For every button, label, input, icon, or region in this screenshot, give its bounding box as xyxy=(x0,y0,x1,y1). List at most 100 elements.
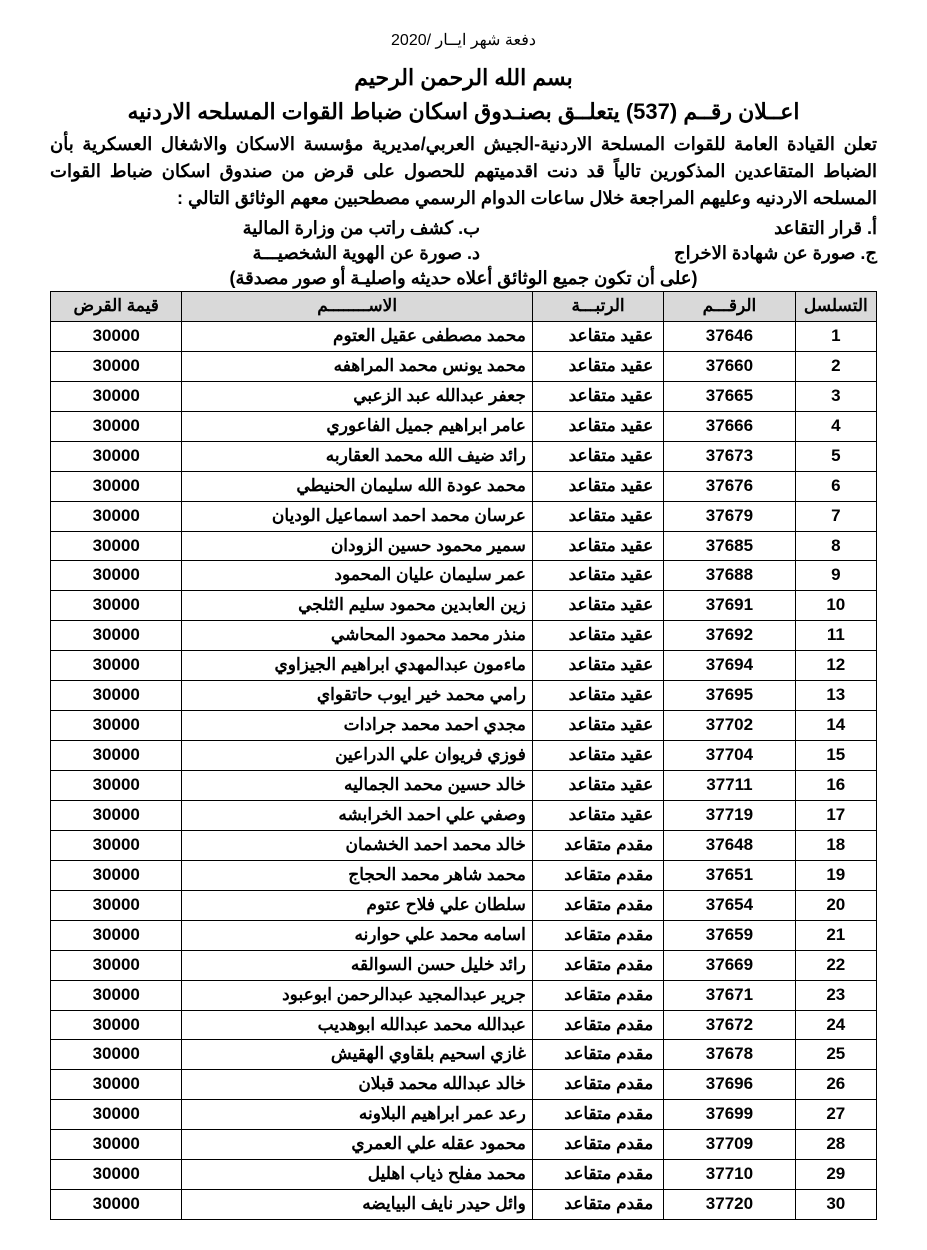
cell-num: 37669 xyxy=(664,950,795,980)
cell-name: غازي اسحيم بلقاوي الهقيش xyxy=(182,1040,532,1070)
cell-loan: 30000 xyxy=(51,411,182,441)
cell-rank: عقيد متقاعد xyxy=(532,411,663,441)
cell-seq: 13 xyxy=(795,681,876,711)
doc-d: د. صورة عن الهوية الشخصيـــة xyxy=(50,243,480,264)
cell-rank: عقيد متقاعد xyxy=(532,591,663,621)
table-row: 2137659مقدم متقاعداسامه محمد علي حوارنه3… xyxy=(51,920,877,950)
table-row: 1837648مقدم متقاعدخالد محمد احمد الخشمان… xyxy=(51,830,877,860)
cell-num: 37685 xyxy=(664,531,795,561)
cell-seq: 21 xyxy=(795,920,876,950)
col-loan-header: قيمة القرض xyxy=(51,292,182,322)
cell-seq: 17 xyxy=(795,800,876,830)
cell-num: 37651 xyxy=(664,860,795,890)
cell-loan: 30000 xyxy=(51,800,182,830)
cell-name: محمد مفلح ذياب اهليل xyxy=(182,1160,532,1190)
cell-num: 37660 xyxy=(664,351,795,381)
cell-rank: عقيد متقاعد xyxy=(532,651,663,681)
cell-seq: 28 xyxy=(795,1130,876,1160)
table-row: 537673عقيد متقاعدرائد ضيف الله محمد العق… xyxy=(51,441,877,471)
cell-seq: 9 xyxy=(795,561,876,591)
cell-rank: مقدم متقاعد xyxy=(532,1160,663,1190)
cell-name: عبدالله محمد عبدالله ابوهديب xyxy=(182,1010,532,1040)
cell-num: 37719 xyxy=(664,800,795,830)
col-rank-header: الرتبـــة xyxy=(532,292,663,322)
cell-loan: 30000 xyxy=(51,1160,182,1190)
cell-num: 37694 xyxy=(664,651,795,681)
cell-rank: مقدم متقاعد xyxy=(532,1100,663,1130)
cell-seq: 22 xyxy=(795,950,876,980)
cell-loan: 30000 xyxy=(51,621,182,651)
table-row: 1337695عقيد متقاعدرامي محمد خير ايوب حات… xyxy=(51,681,877,711)
cell-seq: 14 xyxy=(795,711,876,741)
cell-seq: 18 xyxy=(795,830,876,860)
table-row: 1437702عقيد متقاعدمجدي احمد محمد جرادات3… xyxy=(51,711,877,741)
cell-name: محمد عودة الله سليمان الحنيطي xyxy=(182,471,532,501)
cell-name: محمد شاهر محمد الحجاج xyxy=(182,860,532,890)
cell-loan: 30000 xyxy=(51,1010,182,1040)
cell-seq: 15 xyxy=(795,741,876,771)
doc-b: ب. كشف راتب من وزارة المالية xyxy=(50,218,480,239)
cell-rank: مقدم متقاعد xyxy=(532,980,663,1010)
cell-rank: مقدم متقاعد xyxy=(532,920,663,950)
cell-loan: 30000 xyxy=(51,950,182,980)
cell-seq: 30 xyxy=(795,1190,876,1220)
table-row: 2537678مقدم متقاعدغازي اسحيم بلقاوي الهق… xyxy=(51,1040,877,1070)
cell-name: محمود عقله علي العمري xyxy=(182,1130,532,1160)
table-row: 337665عقيد متقاعدجعفر عبدالله عبد الزعبي… xyxy=(51,381,877,411)
cell-seq: 19 xyxy=(795,860,876,890)
cell-rank: عقيد متقاعد xyxy=(532,471,663,501)
cell-seq: 16 xyxy=(795,771,876,801)
cell-name: خالد عبدالله محمد قبلان xyxy=(182,1070,532,1100)
cell-rank: عقيد متقاعد xyxy=(532,321,663,351)
cell-rank: عقيد متقاعد xyxy=(532,381,663,411)
cell-num: 37710 xyxy=(664,1160,795,1190)
table-row: 1937651مقدم متقاعدمحمد شاهر محمد الحجاج3… xyxy=(51,860,877,890)
cell-num: 37688 xyxy=(664,561,795,591)
table-row: 2637696مقدم متقاعدخالد عبدالله محمد قبلا… xyxy=(51,1070,877,1100)
cell-loan: 30000 xyxy=(51,321,182,351)
cell-name: رامي محمد خير ايوب حاتقواي xyxy=(182,681,532,711)
cell-name: زين العابدين محمود سليم الثلجي xyxy=(182,591,532,621)
cell-rank: مقدم متقاعد xyxy=(532,890,663,920)
cell-rank: مقدم متقاعد xyxy=(532,1040,663,1070)
cell-rank: عقيد متقاعد xyxy=(532,621,663,651)
cell-name: خالد حسين محمد الجماليه xyxy=(182,771,532,801)
cell-loan: 30000 xyxy=(51,471,182,501)
cell-name: محمد يونس محمد المراهفه xyxy=(182,351,532,381)
cell-loan: 30000 xyxy=(51,920,182,950)
cell-loan: 30000 xyxy=(51,681,182,711)
cell-loan: 30000 xyxy=(51,561,182,591)
cell-name: رائد ضيف الله محمد العقاربه xyxy=(182,441,532,471)
cell-loan: 30000 xyxy=(51,830,182,860)
cell-num: 37666 xyxy=(664,411,795,441)
cell-loan: 30000 xyxy=(51,771,182,801)
cell-rank: مقدم متقاعد xyxy=(532,1190,663,1220)
table-row: 237660عقيد متقاعدمحمد يونس محمد المراهفه… xyxy=(51,351,877,381)
cell-name: ماءمون عبدالمهدي ابراهيم الجيزاوي xyxy=(182,651,532,681)
cell-rank: عقيد متقاعد xyxy=(532,561,663,591)
cell-num: 37646 xyxy=(664,321,795,351)
cell-num: 37672 xyxy=(664,1010,795,1040)
cell-num: 37678 xyxy=(664,1040,795,1070)
cell-loan: 30000 xyxy=(51,591,182,621)
cell-loan: 30000 xyxy=(51,1070,182,1100)
cell-seq: 10 xyxy=(795,591,876,621)
cell-loan: 30000 xyxy=(51,711,182,741)
cell-rank: عقيد متقاعد xyxy=(532,501,663,531)
cell-rank: مقدم متقاعد xyxy=(532,950,663,980)
required-docs-row-2: ج. صورة عن شهادة الاخراج د. صورة عن الهو… xyxy=(50,243,877,264)
cell-name: مجدي احمد محمد جرادات xyxy=(182,711,532,741)
cell-rank: مقدم متقاعد xyxy=(532,860,663,890)
table-row: 1237694عقيد متقاعدماءمون عبدالمهدي ابراه… xyxy=(51,651,877,681)
table-row: 2037654مقدم متقاعدسلطان علي فلاح عتوم300… xyxy=(51,890,877,920)
table-row: 2937710مقدم متقاعدمحمد مفلح ذياب اهليل30… xyxy=(51,1160,877,1190)
cell-seq: 5 xyxy=(795,441,876,471)
cell-seq: 3 xyxy=(795,381,876,411)
cell-loan: 30000 xyxy=(51,980,182,1010)
cell-num: 37709 xyxy=(664,1130,795,1160)
cell-rank: عقيد متقاعد xyxy=(532,681,663,711)
batch-header: دفعة شهر ايــار /2020 xyxy=(50,30,877,50)
table-row: 837685عقيد متقاعدسمير محمود حسين الزودان… xyxy=(51,531,877,561)
bismillah: بسم الله الرحمن الرحيم xyxy=(50,65,877,91)
table-row: 2737699مقدم متقاعدرعد عمر ابراهيم البلاو… xyxy=(51,1100,877,1130)
